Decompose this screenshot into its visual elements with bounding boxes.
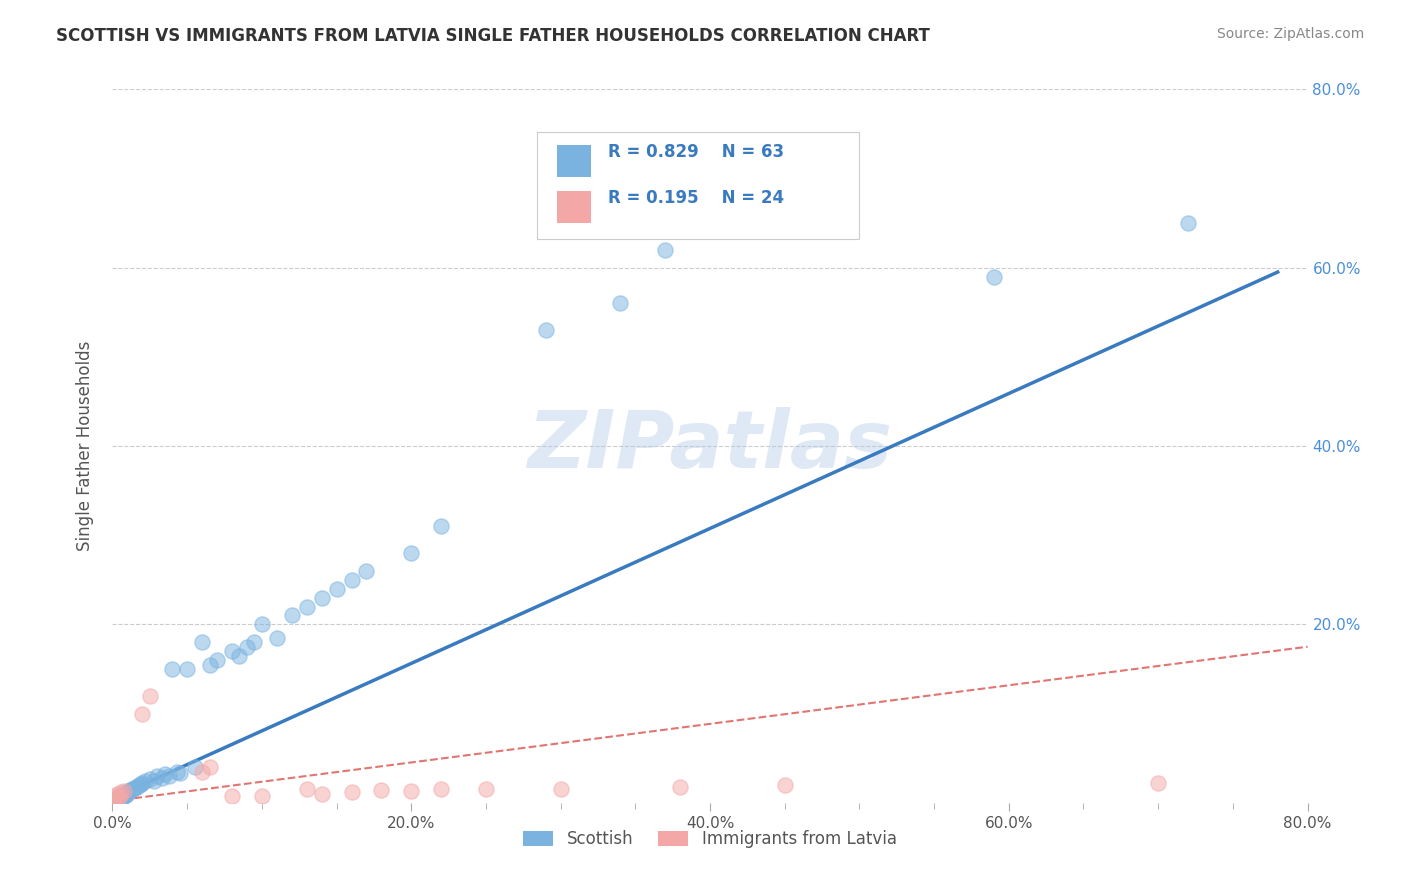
Point [325,582,347,596]
Point [281,608,304,623]
Point [311,591,333,605]
Point [114,787,135,801]
Point [157,769,180,783]
Point [121,782,143,797]
Point [118,784,141,798]
Point [228,648,250,663]
Point [114,784,135,798]
Point [150,771,173,785]
Point [243,635,266,649]
Point [108,791,131,805]
Point [221,789,243,803]
Point [103,794,125,808]
Point [139,772,162,786]
Text: SCOTTISH VS IMMIGRANTS FROM LATVIA SINGLE FATHER HOUSEHOLDS CORRELATION CHART: SCOTTISH VS IMMIGRANTS FROM LATVIA SINGL… [56,27,931,45]
Point [475,781,498,796]
Point [1147,776,1170,790]
Point [110,785,132,799]
Point [295,599,318,614]
Point [401,784,423,798]
Text: R = 0.829    N = 63: R = 0.829 N = 63 [609,143,785,161]
Point [117,787,139,801]
Point [108,789,131,804]
Point [111,789,134,804]
Point [115,786,138,800]
Point [191,764,214,779]
Point [773,778,796,792]
Point [430,782,453,797]
Point [107,793,129,807]
Point [105,792,128,806]
Point [139,689,162,703]
Point [124,780,146,795]
Point [129,777,152,791]
Point [191,635,214,649]
Point [250,789,273,803]
Point [236,640,259,654]
Point [120,783,142,797]
Point [115,788,138,802]
Text: ZIPatlas: ZIPatlas [527,407,893,485]
Point [654,243,676,257]
Y-axis label: Single Father Households: Single Father Households [76,341,94,551]
Point [108,789,131,803]
FancyBboxPatch shape [557,191,591,223]
Point [111,788,134,802]
Point [117,785,139,799]
Point [401,546,423,560]
Point [295,782,318,797]
Point [1177,216,1199,230]
Text: R = 0.195    N = 24: R = 0.195 N = 24 [609,189,785,207]
FancyBboxPatch shape [537,132,859,239]
Point [609,296,631,310]
Point [311,787,333,801]
Point [534,323,557,337]
Point [105,791,128,805]
Point [103,793,125,807]
Point [110,789,132,803]
Point [176,662,198,676]
Point [104,792,127,806]
Point [183,760,205,774]
Point [205,653,228,667]
Point [114,789,135,803]
Point [370,783,392,797]
Point [134,774,156,789]
Point [266,631,288,645]
Point [340,785,363,799]
Point [198,657,221,672]
Point [143,773,166,788]
Point [153,767,176,781]
Point [250,617,273,632]
FancyBboxPatch shape [557,145,591,177]
Point [340,573,363,587]
Point [983,269,1005,284]
Point [104,789,127,803]
Point [122,781,145,796]
Point [198,760,221,774]
Point [105,787,128,801]
Point [107,791,129,805]
Point [131,776,153,790]
Point [127,779,149,793]
Point [131,706,153,721]
Point [125,780,148,794]
Point [110,790,132,805]
Point [128,778,150,792]
Point [107,790,129,805]
Point [146,769,169,783]
Point [104,793,127,807]
Point [356,564,378,578]
Point [430,519,453,533]
Text: Source: ZipAtlas.com: Source: ZipAtlas.com [1216,27,1364,41]
Point [221,644,243,658]
Legend: Scottish, Immigrants from Latvia: Scottish, Immigrants from Latvia [523,830,897,848]
Point [162,662,183,676]
Point [550,782,572,797]
Point [669,780,692,794]
Point [166,764,188,779]
Point [169,766,191,780]
